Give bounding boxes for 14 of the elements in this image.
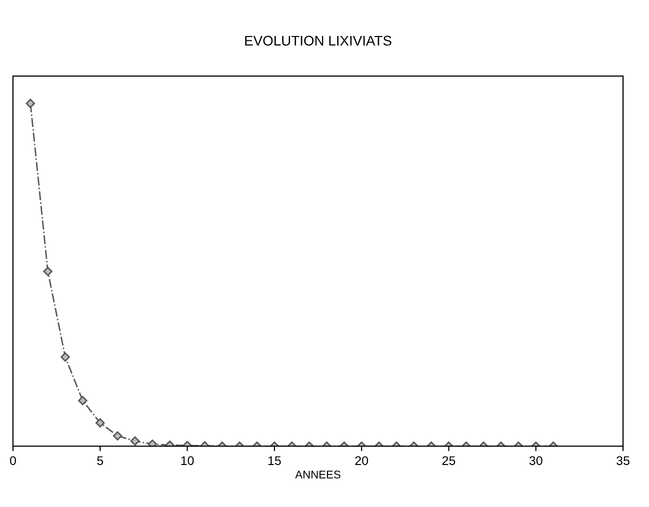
point (60, 352, 70, 362)
x-tick-label: 35 (616, 456, 630, 466)
x-tick-label: 15 (268, 456, 281, 466)
x-tick-label: 5 (97, 456, 104, 466)
x-axis-title: ANNEES (295, 470, 340, 478)
point (43, 266, 52, 276)
point (148, 439, 158, 446)
x-tick-label: 30 (529, 456, 542, 466)
chart-title: EVOLUTION LIXIVIATS (245, 36, 392, 46)
x-tick-label: 0 (10, 456, 16, 466)
x-tick-label: 25 (442, 456, 456, 466)
x-tick-label: 20 (355, 456, 368, 466)
point (78, 396, 88, 406)
x-tick-label: 10 (181, 456, 194, 466)
